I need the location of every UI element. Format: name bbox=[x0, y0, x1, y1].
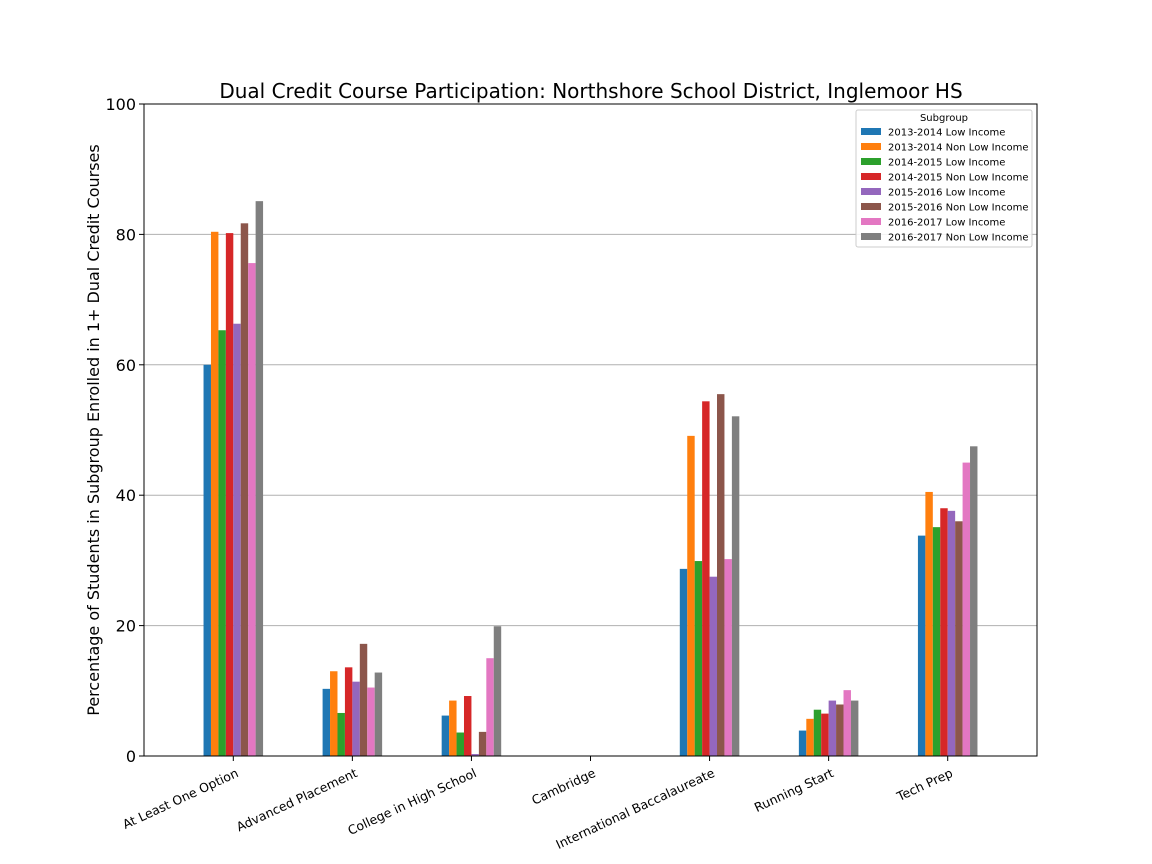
bar bbox=[694, 561, 703, 756]
bar bbox=[932, 527, 941, 756]
bar bbox=[449, 700, 457, 756]
bar bbox=[850, 700, 859, 756]
bar bbox=[813, 709, 822, 756]
legend-swatch bbox=[861, 218, 881, 225]
bar bbox=[344, 667, 353, 756]
bar bbox=[828, 700, 837, 756]
y-axis-label: Percentage of Students in Subgroup Enrol… bbox=[84, 144, 103, 715]
legend-swatch bbox=[861, 203, 881, 210]
y-tick-label: 40 bbox=[116, 486, 136, 505]
bar bbox=[940, 508, 948, 756]
bar bbox=[493, 626, 502, 756]
bar bbox=[456, 732, 464, 756]
bar bbox=[843, 690, 851, 756]
bar bbox=[702, 401, 710, 756]
bar bbox=[218, 330, 226, 756]
bar bbox=[478, 731, 487, 756]
legend-entry: 2016-2017 Low Income bbox=[888, 218, 1005, 229]
bar bbox=[821, 713, 829, 756]
legend-entry: 2015-2016 Non Low Income bbox=[888, 203, 1028, 214]
bar bbox=[210, 231, 219, 757]
bar bbox=[248, 263, 256, 756]
legend-box bbox=[855, 109, 1033, 248]
legend-swatch bbox=[861, 128, 881, 135]
bar bbox=[687, 435, 695, 756]
bar bbox=[955, 521, 963, 756]
bar bbox=[486, 658, 494, 756]
bar bbox=[724, 559, 732, 756]
bar bbox=[240, 223, 249, 757]
bar bbox=[836, 704, 844, 756]
y-tick-label: 80 bbox=[116, 225, 136, 244]
bar bbox=[925, 491, 933, 756]
bar bbox=[463, 696, 472, 756]
legend-swatch bbox=[861, 173, 881, 180]
bar bbox=[203, 364, 211, 756]
legend-entry: 2016-2017 Non Low Income bbox=[888, 233, 1028, 244]
bar bbox=[330, 671, 338, 756]
bar bbox=[806, 718, 814, 756]
bar bbox=[471, 754, 479, 756]
bar bbox=[359, 643, 368, 756]
bar bbox=[970, 446, 978, 756]
gridlines bbox=[144, 233, 1037, 627]
legend-entry: 2013-2014 Low Income bbox=[888, 128, 1005, 139]
y-tick-label: 0 bbox=[126, 747, 136, 766]
bar bbox=[337, 712, 345, 756]
bar bbox=[731, 416, 740, 756]
bar bbox=[798, 730, 807, 756]
legend-entry: 2014-2015 Low Income bbox=[888, 158, 1005, 169]
bar bbox=[374, 672, 383, 756]
bar bbox=[917, 535, 926, 756]
legend-swatch bbox=[861, 188, 881, 195]
bar bbox=[255, 201, 264, 756]
bar bbox=[947, 510, 956, 756]
legend-swatch bbox=[861, 233, 881, 240]
bar bbox=[679, 568, 688, 756]
y-tick-label: 100 bbox=[105, 95, 136, 114]
legend-swatch bbox=[861, 143, 881, 150]
bar bbox=[441, 715, 450, 756]
bar bbox=[352, 681, 360, 756]
legend-title: Subgroup bbox=[920, 113, 968, 124]
legend-entry: 2015-2016 Low Income bbox=[888, 188, 1005, 199]
legend: Subgroup 2013-2014 Low Income 2013-2014 N… bbox=[855, 109, 1033, 248]
y-tick-label: 20 bbox=[116, 617, 136, 636]
bar bbox=[962, 462, 971, 756]
bar bbox=[367, 687, 375, 756]
bar bbox=[233, 323, 241, 756]
y-axis-ticks: 0 20 40 60 80 100 bbox=[105, 95, 144, 766]
bar bbox=[709, 576, 718, 756]
legend-swatch bbox=[861, 158, 881, 165]
bar bbox=[322, 688, 331, 756]
legend-entry: 2013-2014 Non Low Income bbox=[888, 143, 1028, 154]
bars bbox=[203, 201, 978, 757]
legend-items: 2013-2014 Low Income 2013-2014 Non Low In… bbox=[861, 128, 1028, 244]
bar bbox=[225, 233, 234, 756]
bar bbox=[717, 394, 725, 756]
y-tick-label: 60 bbox=[116, 356, 136, 375]
chart-title: Dual Credit Course Participation: Norths… bbox=[219, 79, 962, 103]
legend-entry: 2014-2015 Non Low Income bbox=[888, 173, 1028, 184]
